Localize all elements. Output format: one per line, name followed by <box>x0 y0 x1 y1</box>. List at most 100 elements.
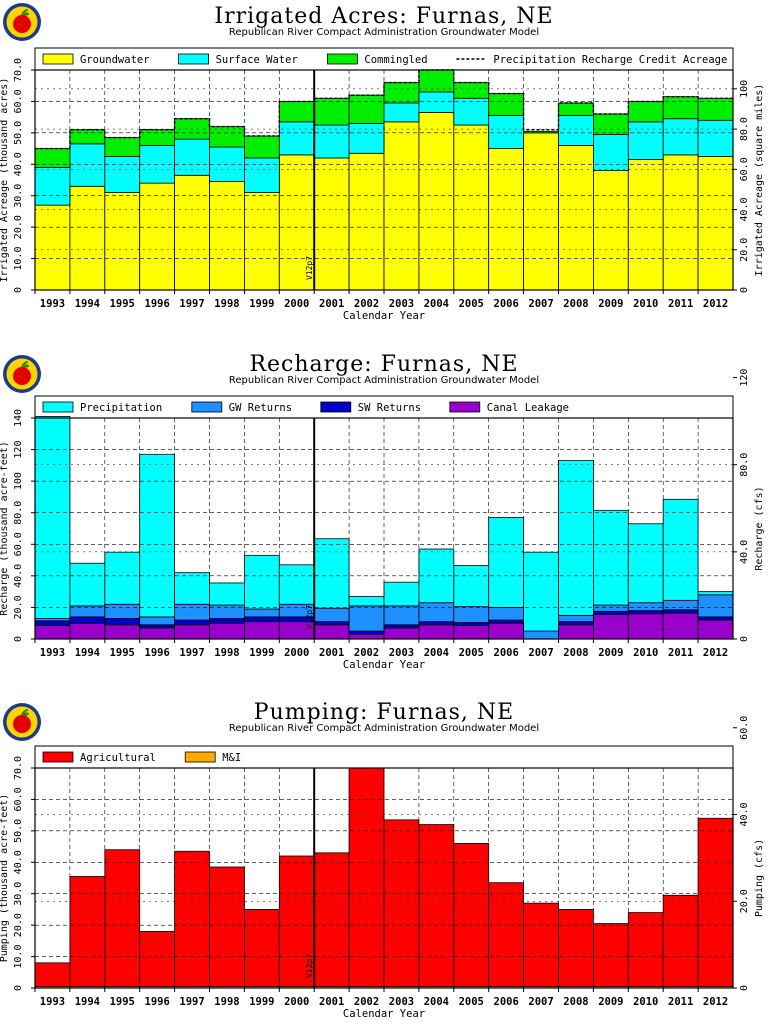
bar-segment <box>243 554 280 610</box>
x-tick-label: 1997 <box>179 647 204 659</box>
x-tick-label: 2000 <box>284 647 309 659</box>
x-tick-label: 2010 <box>633 298 658 310</box>
x-tick-label: 2005 <box>459 996 484 1008</box>
bar-segment <box>627 912 664 987</box>
bar-segment <box>418 624 455 640</box>
bar-segment <box>523 902 559 987</box>
bar-segment <box>313 621 350 626</box>
x-tick-label: 2007 <box>528 298 553 310</box>
x-tick-label: 1999 <box>249 298 274 310</box>
irrigated-acres-chart: V12p7 0 10.0 20.0 30.0 40.0 50.0 60.0 70.0 0 20.0 4… <box>0 47 765 322</box>
y-tick-label: 50.0 <box>13 819 24 843</box>
bar-segment <box>662 118 699 156</box>
x-tick-label: 1998 <box>214 298 239 310</box>
bar-segment <box>697 619 734 640</box>
y-right-tick-label: 40.0 <box>739 197 750 221</box>
x-tick-label: 2005 <box>459 647 484 659</box>
legend-swatch <box>320 401 352 413</box>
bar-segment <box>418 602 455 623</box>
bar-segment <box>174 624 210 640</box>
bar-segment <box>139 616 175 626</box>
bar-segment <box>348 595 385 607</box>
bar-segment <box>139 931 175 987</box>
x-tick-label: 2006 <box>494 996 519 1008</box>
bar-segment <box>697 156 734 291</box>
x-tick-label: 2011 <box>668 298 693 310</box>
legend-label: Agricultural <box>80 752 156 764</box>
pumping-panel: Pumping: Furnas, NE Republican River Com… <box>0 696 768 1036</box>
y-axis-label: Recharge (thousand acre-feet) <box>0 441 10 616</box>
x-tick-label: 2005 <box>459 298 484 310</box>
bar-segment <box>662 96 699 120</box>
bar-segment <box>627 610 664 615</box>
bar-segment <box>139 182 175 291</box>
bar-segment <box>488 619 525 624</box>
y-right-tick-label: 0 <box>739 985 750 991</box>
bar-segment <box>523 551 559 632</box>
bar-segment <box>453 622 490 626</box>
legend-label: Groundwater <box>80 54 150 66</box>
chart-title: Irrigated Acres: Furnas, NE <box>214 4 554 29</box>
bar-segment <box>139 453 175 618</box>
x-tick-label: 2012 <box>703 647 728 659</box>
legend-entry: Precipitation Recharge Credit Acreage <box>456 54 727 66</box>
series-surface-water <box>34 91 734 206</box>
bar-segment <box>104 849 141 987</box>
x-tick-label: 2003 <box>389 647 414 659</box>
bar-segment <box>209 618 245 624</box>
x-tick-label: 2009 <box>598 996 623 1008</box>
annotation-label: V12p7 <box>305 605 314 629</box>
legend-entry: Precipitation <box>42 401 162 414</box>
bar-segment <box>418 112 455 291</box>
bar-segment <box>313 97 350 126</box>
bar-segment <box>662 612 699 640</box>
bar-segment <box>34 962 71 987</box>
bar-segment <box>558 145 594 291</box>
x-tick-label: 2001 <box>319 996 344 1008</box>
bar-segment <box>383 819 420 987</box>
y-tick-label: 140 <box>13 409 24 427</box>
legend-swatch <box>184 751 216 763</box>
x-tick-label: 1997 <box>179 996 204 1008</box>
chart-subtitle: Republican River Compact Administration … <box>228 723 540 734</box>
chart-title: Recharge: Furnas, NE <box>249 352 519 377</box>
bar-segment <box>243 192 280 291</box>
chart-subtitle: Republican River Compact Administration … <box>228 375 540 386</box>
x-tick-label: 2008 <box>563 298 588 310</box>
bar-segment <box>139 627 175 640</box>
bar-segment <box>697 119 734 157</box>
x-tick-label: 2004 <box>424 647 449 659</box>
bar-segment <box>34 167 71 206</box>
x-tick-label: 2003 <box>389 298 414 310</box>
legend-swatch <box>42 751 74 763</box>
bar-segment <box>313 607 350 623</box>
bar-segment <box>558 115 594 146</box>
x-tick-label: 2009 <box>598 647 623 659</box>
y-tick-label: 20.0 <box>13 595 24 619</box>
bar-segment <box>69 185 106 291</box>
legend-label: Surface Water <box>216 54 298 66</box>
bar-segment <box>209 181 245 291</box>
apple-logo-icon <box>2 354 42 394</box>
precipitation-credit-line <box>35 69 733 150</box>
y-tick-label: 40.0 <box>13 850 24 874</box>
x-tick-label: 1994 <box>75 298 100 310</box>
bar-segment <box>593 610 629 615</box>
bar-segment <box>348 152 385 291</box>
x-tick-label: 1996 <box>145 298 170 310</box>
y-tick-label: 50.0 <box>13 121 24 145</box>
annotation-label: V12p7 <box>305 256 314 280</box>
bar-segment <box>627 159 664 291</box>
recharge-panel: Recharge: Furnas, NE Republican River Co… <box>0 348 768 688</box>
bar-segment <box>174 138 210 176</box>
bar-segment <box>104 618 141 626</box>
bar-segment <box>209 582 245 606</box>
legend-label: Canal Leakage <box>487 402 569 414</box>
bar-segment <box>34 148 71 168</box>
bar-segment <box>418 621 455 626</box>
irrigated-acres-panel: Irrigated Acres: Furnas, NE Republican R… <box>0 0 768 340</box>
x-tick-label: 1999 <box>249 647 274 659</box>
bar-segment <box>383 624 420 629</box>
y-right-axis-label: Irrigated Acreage (square miles) <box>754 84 765 277</box>
legend-entry: Canal Leakage <box>449 401 569 414</box>
